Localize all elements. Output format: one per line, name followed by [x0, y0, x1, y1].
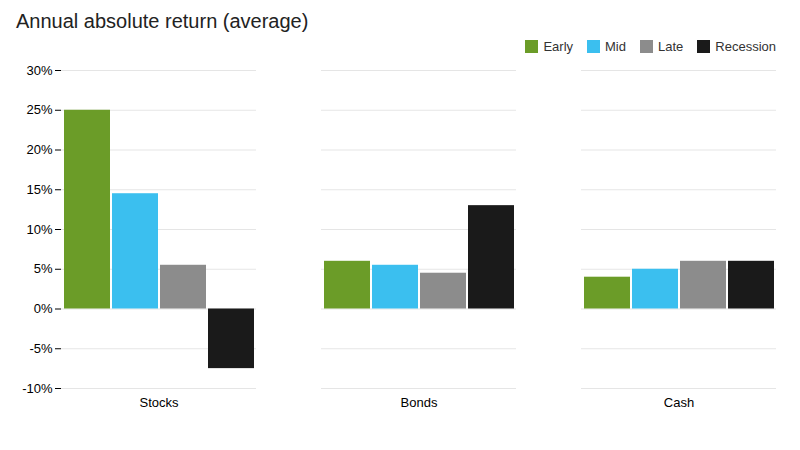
svg-text:0%: 0%	[34, 301, 53, 316]
html-text:Recession: Recession	[715, 39, 776, 54]
svg-text:-5%: -5%	[29, 341, 53, 356]
svg-text:Stocks: Stocks	[139, 395, 179, 410]
svg-text:30%: 30%	[26, 63, 52, 78]
svg-text:Bonds: Bonds	[401, 395, 438, 410]
svg-text:Cash: Cash	[664, 395, 694, 410]
svg-text:10%: 10%	[26, 222, 52, 237]
svg-text:5%: 5%	[34, 261, 53, 276]
html-text:Early: Early	[543, 39, 573, 54]
html-text:Mid: Mid	[605, 39, 626, 54]
html-text:Annual absolute return (averag: Annual absolute return (average)	[16, 10, 309, 32]
svg-text:20%: 20%	[26, 142, 52, 157]
svg-text:-10%: -10%	[22, 381, 53, 396]
html-text:Late: Late	[658, 39, 684, 54]
svg-text:25%: 25%	[26, 102, 52, 117]
svg-text:15%: 15%	[26, 182, 52, 197]
